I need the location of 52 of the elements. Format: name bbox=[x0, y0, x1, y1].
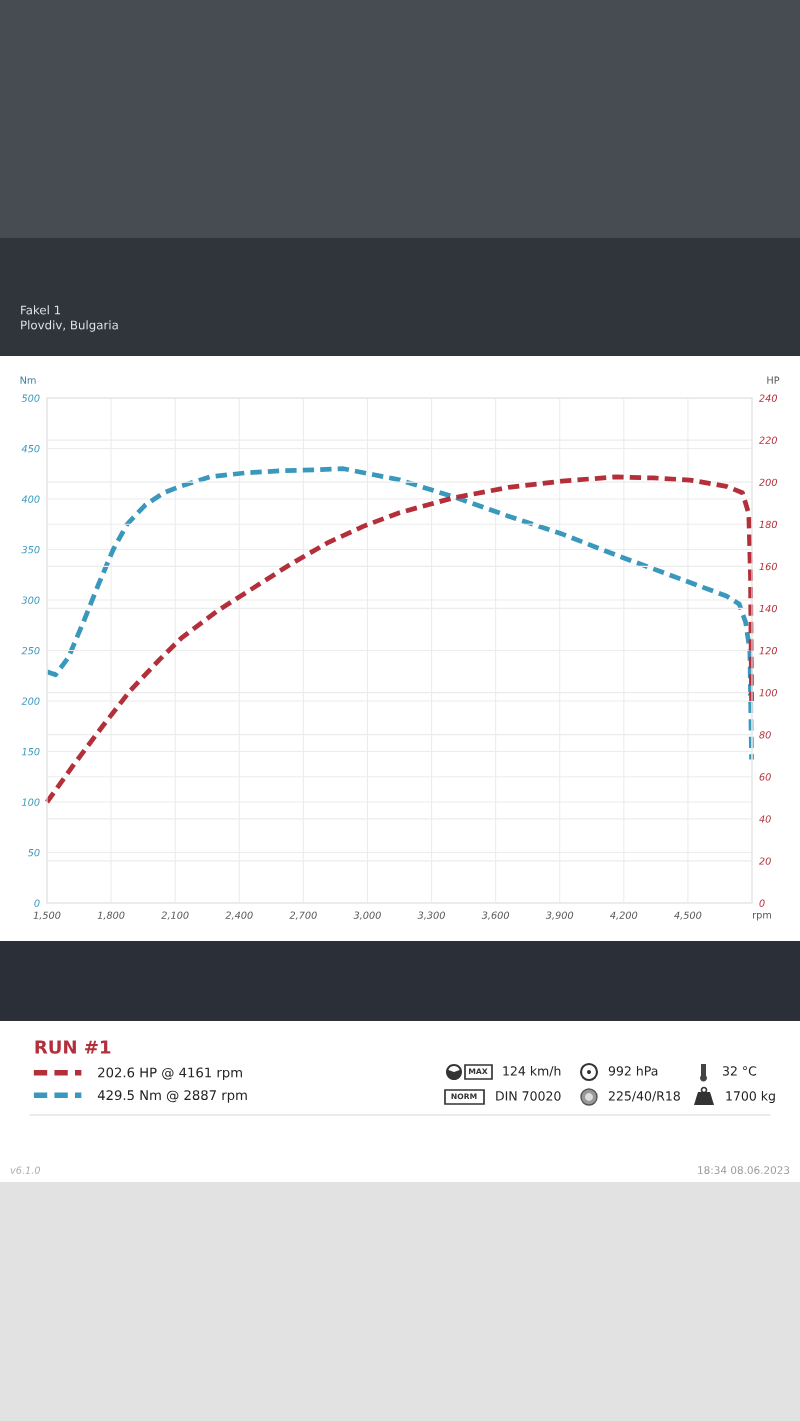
x-tick-label: 3,300 bbox=[417, 911, 445, 920]
y2-tick-label: 0 bbox=[759, 899, 765, 907]
x-tick-label: 2,700 bbox=[289, 911, 317, 920]
y2-tick-label: 140 bbox=[759, 604, 778, 613]
y2-tick-label: 100 bbox=[759, 689, 778, 697]
y2-tick-label: 40 bbox=[759, 815, 771, 823]
x-tick-label: 3,000 bbox=[353, 911, 381, 920]
y-tick-label: 500 bbox=[21, 394, 40, 402]
y-tick-label: 400 bbox=[21, 495, 40, 503]
text: Plovdiv, Bulgaria bbox=[21, 320, 118, 332]
y2-tick-label: 160 bbox=[759, 562, 778, 571]
text: 124 km/h bbox=[503, 1065, 561, 1077]
y2-tick-label: 220 bbox=[758, 436, 778, 444]
text: DIN 70020 bbox=[496, 1091, 561, 1101]
y-tick-label: 300 bbox=[21, 596, 40, 604]
line-series bbox=[44, 474, 754, 805]
x-tick-label: 1,500 bbox=[33, 911, 61, 920]
y2-tick-label: 180 bbox=[759, 520, 778, 529]
y2-axis-title: HP bbox=[767, 376, 780, 384]
text: v6.1.0 bbox=[10, 1166, 40, 1174]
x-tick-label: 2,100 bbox=[161, 911, 189, 920]
y-tick-label: 0 bbox=[34, 899, 40, 907]
x-tick-label: 3,600 bbox=[481, 911, 510, 920]
legend-label: 429.5 Nm @ 2887 rpm bbox=[97, 1090, 247, 1103]
y-tick-label: 100 bbox=[21, 798, 40, 806]
x-tick-label: 4,200 bbox=[610, 911, 638, 920]
text: 18:34 08.06.2023 bbox=[698, 1166, 790, 1175]
text: Fakel 1 bbox=[21, 305, 61, 315]
x-tick-label: 1,800 bbox=[97, 911, 125, 920]
text: 992 hPa bbox=[608, 1065, 658, 1076]
y2-tick-label: 60 bbox=[759, 773, 771, 781]
y2-tick-label: 80 bbox=[759, 731, 771, 739]
y-tick-label: 250 bbox=[21, 646, 40, 655]
y-tick-label: 200 bbox=[21, 697, 40, 705]
legend-title: RUN #1 bbox=[35, 1040, 111, 1054]
y-tick-label: 150 bbox=[21, 747, 40, 756]
legend-label: 202.6 HP @ 4161 rpm bbox=[98, 1067, 242, 1081]
y-tick-label: 350 bbox=[21, 545, 40, 554]
x-tick-label: 4,500 bbox=[674, 911, 702, 920]
y-tick-label: 50 bbox=[27, 848, 40, 857]
y2-tick-label: 120 bbox=[759, 646, 778, 655]
text: 1700 kg bbox=[726, 1090, 775, 1104]
y-axis-title: Nm bbox=[20, 376, 36, 384]
text: 32 °C bbox=[722, 1066, 757, 1076]
y-tick-label: 450 bbox=[21, 444, 40, 453]
x-tick-label: 3,900 bbox=[545, 911, 574, 920]
text: 225/40/R18 bbox=[608, 1091, 680, 1102]
x-tick-label: 2,400 bbox=[225, 911, 253, 920]
y2-tick-label: 20 bbox=[758, 857, 771, 865]
y2-tick-label: 240 bbox=[758, 394, 778, 402]
x-axis-title: rpm bbox=[753, 912, 771, 921]
y2-tick-label: 200 bbox=[758, 478, 778, 486]
